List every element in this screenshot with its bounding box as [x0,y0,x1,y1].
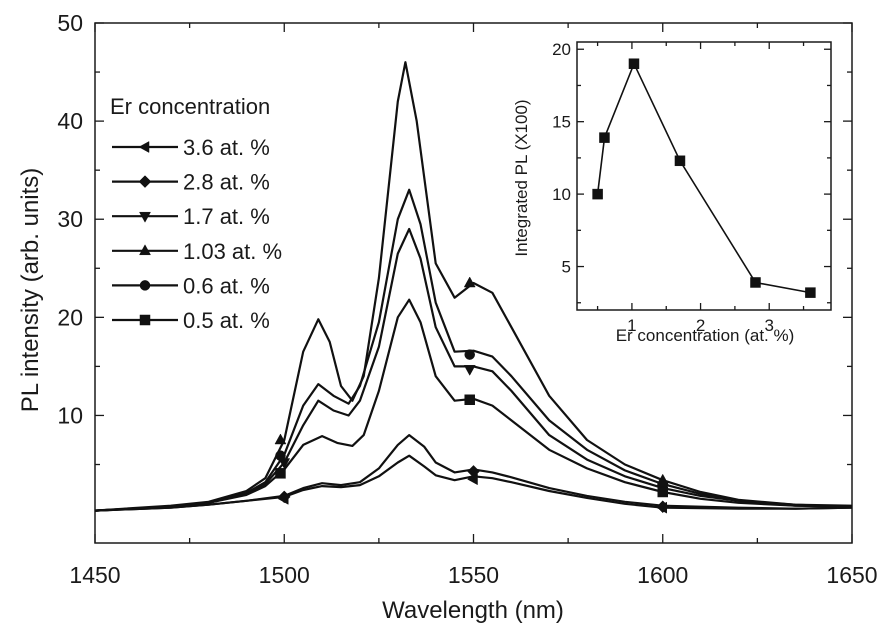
series-marker-0-5-at [657,486,668,498]
inset-y-axis-label: Integrated PL (X100) [512,99,531,256]
inset-x-axis-label: Er concentration (at. %) [616,326,795,345]
inset-x-tick-label: 2 [696,316,705,335]
legend-label-0-6-at: 0.6 at. % [183,273,270,298]
series-marker-2-8-at [656,500,670,514]
x-tick-label: 1450 [69,562,120,588]
series-marker-0-6-at [275,450,286,461]
inset-axis-ticks: 1 2 3 5 10 15 20 [552,40,831,335]
x-tick-label: 1500 [259,562,310,588]
inset-y-tick-label: 15 [552,113,571,132]
inset-point [599,132,610,143]
legend-label-0-5-at: 0.5 at. % [183,308,270,333]
y-tick-label: 30 [57,206,83,232]
legend-marker-0-6-at [139,280,151,291]
legend-label-3-6-at: 3.6 at. % [183,135,270,160]
main-x-axis-label: Wavelength (nm) [382,597,564,624]
inset-y-tick-label: 5 [562,258,571,277]
inset-series [592,58,816,298]
inset-plot-frame [576,41,832,311]
series-line-1-7-at [94,227,853,512]
legend-label-1-03-at: 1.03 at. % [183,239,282,264]
series-marker-1-03-at [463,276,476,288]
inset-point [750,277,761,288]
series-marker-1-7-at [463,365,476,376]
legend-marker-1-7-at [139,211,151,223]
inset-point [805,287,816,298]
legend: Er concentration 3.6 at. % 2.8 at. % 1.7 a… [110,94,282,333]
x-tick-label: 1550 [448,562,499,588]
inset-point [592,188,603,200]
legend-label-2-8-at: 2.8 at. % [183,170,270,195]
legend-label-1-7-at: 1.7 at. % [183,204,270,229]
series-marker-0-6-at [464,349,475,360]
legend-marker-2-8-at [138,175,152,188]
y-tick-label: 20 [57,304,83,330]
legend-marker-3-6-at [138,141,150,153]
series-line-0-5-at [94,298,853,512]
inset-background [577,42,831,310]
inset-x-tick-label: 1 [627,316,636,335]
y-tick-label: 40 [57,108,83,134]
series-marker-2-8-at [277,490,291,504]
legend-title: Er concentration [110,94,270,119]
inset-point [674,155,686,167]
legend-marker-0-5-at [139,314,151,326]
series-marker-1-03-at [274,433,287,445]
series-marker-0-5-at [275,468,286,479]
series-line-0-6-at [94,188,853,512]
inset-point [628,58,640,69]
series-marker-0-5-at [464,394,475,406]
inset-x-tick-label: 3 [764,316,773,335]
y-tick-label: 50 [57,10,83,36]
main-series-markers [274,276,670,514]
inset-y-tick-label: 10 [552,185,571,204]
y-tick-label: 10 [57,402,83,428]
x-tick-label: 1600 [637,562,688,588]
main-y-axis-label: PL intensity (arb. units) [17,168,44,413]
x-tick-label: 1650 [826,562,877,588]
inset-y-tick-label: 20 [552,40,571,59]
main-axis-ticks: 1450 1500 1550 1600 1650 10 20 30 40 50 [57,10,877,588]
series-marker-2-8-at [467,465,480,478]
legend-marker-1-03-at [139,244,151,256]
inset-line [596,61,811,294]
